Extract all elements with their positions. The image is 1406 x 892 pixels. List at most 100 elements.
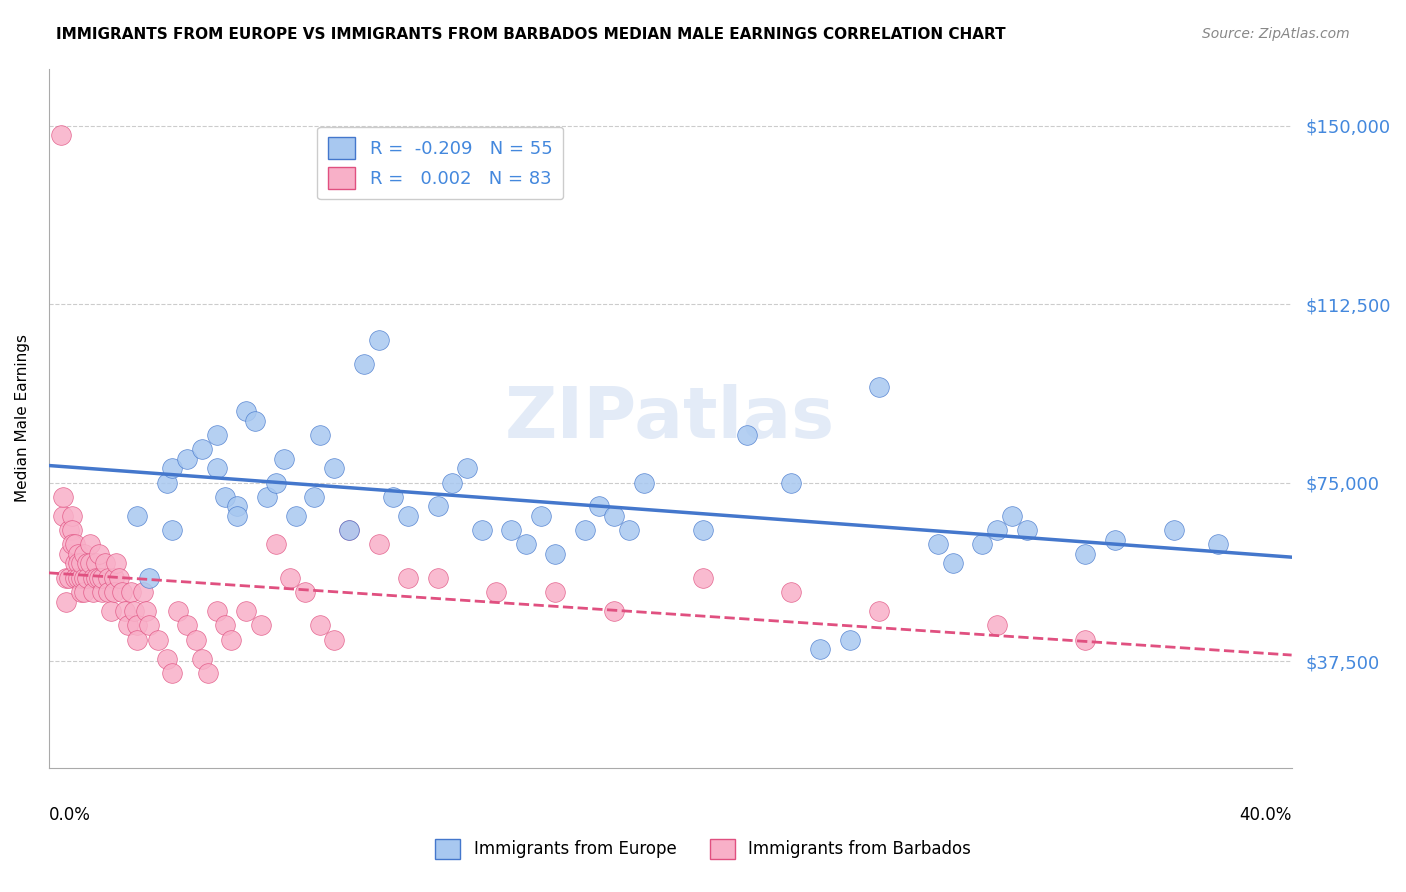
Point xyxy=(79,557,101,571)
Point xyxy=(323,461,346,475)
Point xyxy=(574,523,596,537)
Point xyxy=(90,571,112,585)
Point xyxy=(82,585,104,599)
Point xyxy=(197,665,219,680)
Point xyxy=(90,585,112,599)
Point xyxy=(146,632,169,647)
Point xyxy=(692,571,714,585)
Point xyxy=(58,523,80,537)
Point xyxy=(986,618,1008,632)
Point xyxy=(167,604,190,618)
Point xyxy=(155,475,177,490)
Point xyxy=(515,537,537,551)
Point xyxy=(138,618,160,632)
Point xyxy=(243,414,266,428)
Point xyxy=(49,128,72,143)
Point xyxy=(692,523,714,537)
Point xyxy=(308,428,330,442)
Point xyxy=(235,604,257,618)
Point xyxy=(323,632,346,647)
Point xyxy=(1074,547,1097,561)
Point xyxy=(97,585,120,599)
Point xyxy=(65,537,87,551)
Point xyxy=(127,632,149,647)
Point xyxy=(337,523,360,537)
Point xyxy=(780,475,803,490)
Point xyxy=(588,500,610,514)
Point xyxy=(529,508,551,523)
Point xyxy=(58,547,80,561)
Point xyxy=(162,665,184,680)
Point xyxy=(135,604,157,618)
Point xyxy=(235,404,257,418)
Point xyxy=(191,442,214,457)
Point xyxy=(105,557,128,571)
Point xyxy=(155,651,177,665)
Point xyxy=(485,585,508,599)
Point xyxy=(441,475,464,490)
Point xyxy=(55,571,77,585)
Point xyxy=(367,537,389,551)
Point xyxy=(1001,508,1024,523)
Point xyxy=(127,508,149,523)
Point xyxy=(294,585,316,599)
Text: 0.0%: 0.0% xyxy=(49,806,90,824)
Point xyxy=(87,547,110,561)
Point xyxy=(226,508,249,523)
Point xyxy=(1163,523,1185,537)
Y-axis label: Median Male Earnings: Median Male Earnings xyxy=(15,334,30,502)
Point xyxy=(501,523,523,537)
Point xyxy=(127,618,149,632)
Point xyxy=(73,547,96,561)
Point xyxy=(426,571,449,585)
Point xyxy=(58,571,80,585)
Text: ZIPatlas: ZIPatlas xyxy=(505,384,835,453)
Point xyxy=(84,557,107,571)
Point xyxy=(285,508,308,523)
Point xyxy=(249,618,271,632)
Point xyxy=(52,508,75,523)
Point xyxy=(205,604,228,618)
Point xyxy=(67,571,90,585)
Point xyxy=(278,571,301,585)
Point xyxy=(100,604,122,618)
Point xyxy=(1206,537,1229,551)
Point xyxy=(544,547,567,561)
Point xyxy=(214,618,236,632)
Point xyxy=(1104,533,1126,547)
Point xyxy=(138,571,160,585)
Point xyxy=(264,537,287,551)
Point xyxy=(70,571,93,585)
Text: 40.0%: 40.0% xyxy=(1239,806,1292,824)
Text: Source: ZipAtlas.com: Source: ZipAtlas.com xyxy=(1202,27,1350,41)
Point xyxy=(97,571,120,585)
Point xyxy=(191,651,214,665)
Point xyxy=(868,604,890,618)
Legend: Immigrants from Europe, Immigrants from Barbados: Immigrants from Europe, Immigrants from … xyxy=(429,832,977,866)
Point xyxy=(70,585,93,599)
Point xyxy=(60,508,83,523)
Point xyxy=(808,642,831,657)
Point xyxy=(308,618,330,632)
Point xyxy=(65,571,87,585)
Point xyxy=(60,523,83,537)
Point xyxy=(176,618,198,632)
Point xyxy=(256,490,278,504)
Point xyxy=(302,490,325,504)
Point xyxy=(93,557,115,571)
Point xyxy=(73,585,96,599)
Point xyxy=(65,557,87,571)
Point xyxy=(264,475,287,490)
Legend: R =  -0.209   N = 55, R =   0.002   N = 83: R = -0.209 N = 55, R = 0.002 N = 83 xyxy=(318,127,564,200)
Point xyxy=(76,571,98,585)
Point xyxy=(87,571,110,585)
Point xyxy=(780,585,803,599)
Point xyxy=(70,557,93,571)
Point xyxy=(972,537,994,551)
Point xyxy=(114,604,136,618)
Point xyxy=(1015,523,1038,537)
Point xyxy=(122,604,145,618)
Point xyxy=(456,461,478,475)
Point xyxy=(52,490,75,504)
Point xyxy=(471,523,494,537)
